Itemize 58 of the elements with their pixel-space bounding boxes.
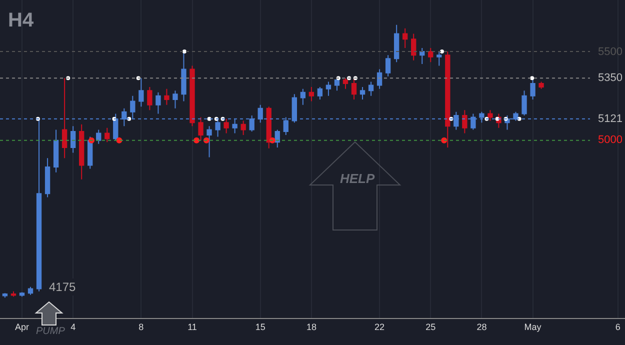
- candlestick: [317, 86, 323, 100]
- candlestick: [266, 106, 272, 149]
- candlestick: [53, 129, 59, 173]
- candlestick: [308, 86, 314, 102]
- x-tick-label: 25: [426, 322, 436, 332]
- x-tick-label: 22: [374, 322, 385, 332]
- candlestick: [44, 158, 50, 198]
- candlestick: [70, 126, 76, 154]
- candlestick: [376, 68, 382, 90]
- candlestick: [96, 129, 102, 144]
- candlestick: [2, 292, 8, 298]
- candlestick: [104, 127, 110, 143]
- candlestick: [181, 51, 186, 102]
- x-tick-label: 6: [615, 322, 620, 332]
- ref-line-label: 5000: [598, 134, 622, 146]
- candlestick: [428, 47, 434, 63]
- candlestick: [538, 81, 544, 90]
- text: PUMP: [36, 326, 66, 337]
- candlestick: [326, 81, 332, 96]
- candlestick: [164, 88, 170, 106]
- candlestick: [206, 126, 212, 158]
- candlestick: [28, 286, 34, 296]
- candlestick: [530, 78, 536, 100]
- x-tick-label: 11: [188, 322, 197, 332]
- candlestick: [19, 292, 25, 298]
- ref-line-label: 5500: [598, 46, 622, 58]
- text: H4: [8, 10, 34, 32]
- x-tick-label: Apr: [14, 322, 29, 332]
- annotation: HELP: [340, 171, 375, 186]
- candlestick: [198, 116, 204, 141]
- candlestick: [394, 24, 400, 63]
- candlestick: [300, 88, 306, 106]
- candlestick: [360, 86, 366, 100]
- x-tick-label: 18: [306, 322, 316, 332]
- candlestick: [420, 47, 425, 64]
- candlestick: [462, 110, 468, 134]
- candlestick: [334, 78, 340, 92]
- candlestick: [156, 92, 161, 114]
- candlestick: [402, 28, 408, 48]
- candlestick: [522, 90, 527, 116]
- candlestick: [10, 290, 16, 298]
- candlestick: [385, 54, 391, 77]
- ref-line-label: 5350: [598, 72, 622, 84]
- x-tick-label: 15: [255, 322, 266, 332]
- candlestick: [172, 90, 178, 109]
- x-tick-label: 8: [138, 322, 144, 332]
- candlestick: [274, 129, 280, 148]
- x-tick-label: 4: [70, 322, 76, 332]
- x-tick-label: May: [524, 322, 542, 332]
- x-tick-label: 28: [476, 322, 487, 332]
- candlestick: [240, 120, 246, 136]
- ref-line-label: 5121: [598, 113, 622, 125]
- candlestick: [368, 81, 374, 96]
- candlestick: [411, 33, 416, 61]
- candlestick: [147, 86, 152, 111]
- annotation: 4175: [49, 280, 76, 294]
- candlestick: [190, 65, 195, 127]
- candlestick: [79, 124, 84, 180]
